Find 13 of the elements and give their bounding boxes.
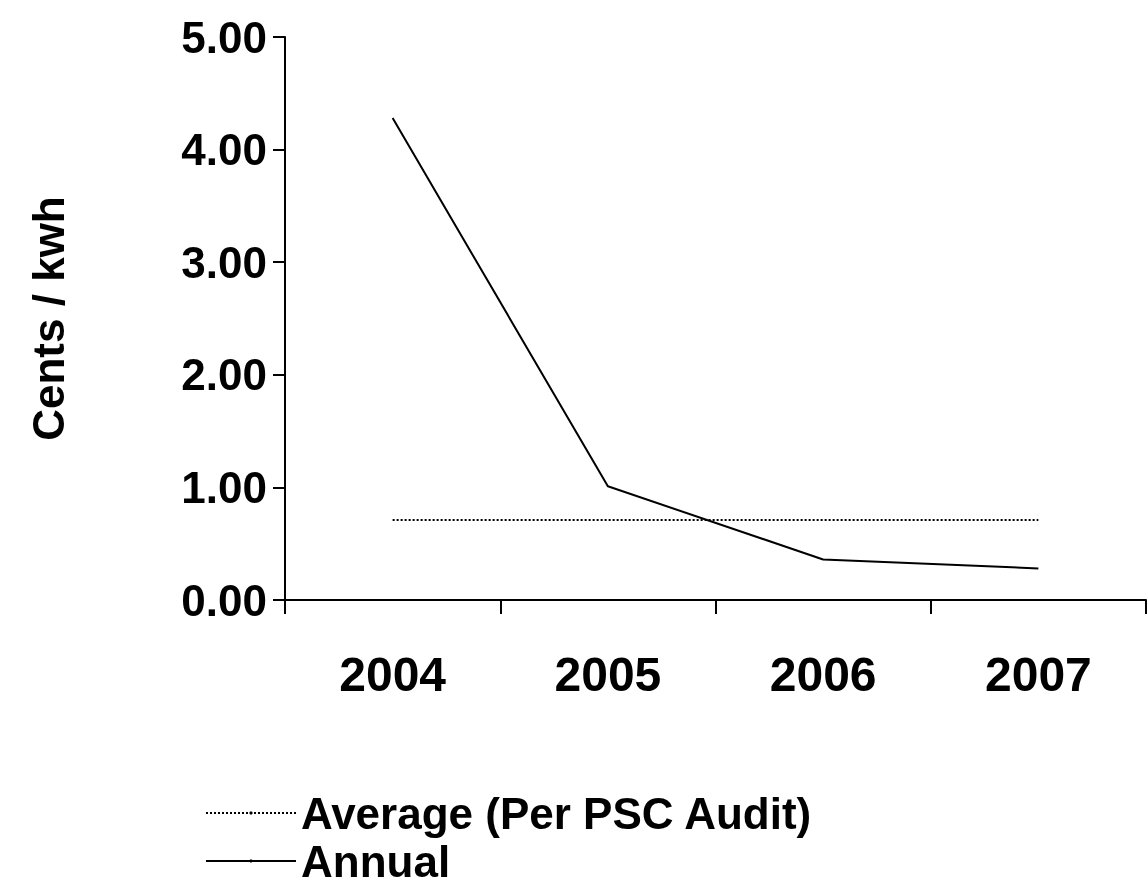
x-tick-label: 2004 [339,647,447,701]
y-axis-title: Cents / kwh [23,196,73,441]
y-tick-label: 0.00 [181,575,267,625]
legend-label: Average (Per PSC Audit) [301,788,812,838]
y-tick-label: 2.00 [181,350,267,400]
y-tick-label: 4.00 [181,125,267,175]
x-tick-label: 2006 [769,647,877,701]
y-tick-label: 5.00 [181,12,267,62]
x-tick-label: 2005 [554,647,662,701]
y-tick-label: 3.00 [181,237,267,287]
y-tick-label: 1.00 [181,462,267,512]
x-tick-label: 2007 [984,647,1092,701]
line-series [391,117,1040,570]
